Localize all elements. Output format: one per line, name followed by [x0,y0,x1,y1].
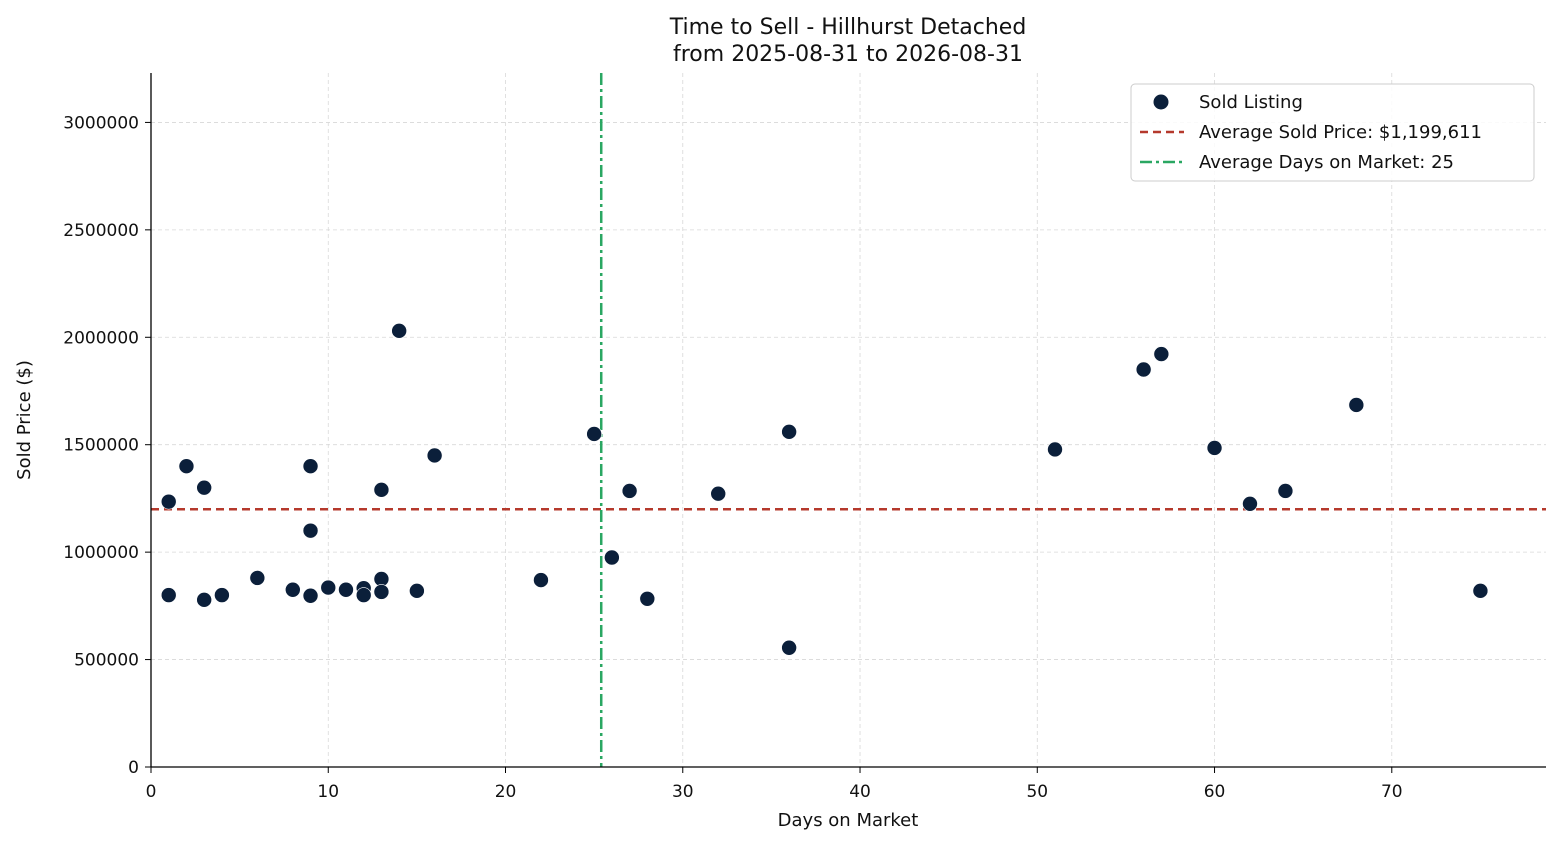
x-tick-label: 10 [317,782,339,802]
x-tick-label: 0 [146,782,157,802]
chart-title: Time to Sell - Hillhurst Detached [669,15,1027,40]
legend-label-avg-days: Average Days on Market: 25 [1199,152,1454,173]
data-point [1135,361,1152,378]
legend-box [1130,83,1535,182]
data-point [639,590,656,607]
data-point [373,482,390,498]
data-point [355,587,372,603]
x-tick-label: 60 [1204,782,1226,802]
chart-subtitle: from 2025-08-31 to 2026-08-31 [673,42,1023,67]
data-point [1242,495,1258,512]
legend: Sold Listing Average Sold Price: $1,199,… [1130,83,1535,182]
data-point [533,572,549,588]
x-tick-label: 40 [849,782,871,802]
data-point [302,522,319,539]
data-point [285,581,301,598]
data-point [196,479,212,496]
data-point [1348,397,1365,413]
x-axis-label: Days on Market [778,810,919,831]
data-point [214,587,230,603]
legend-label-sold-listing: Sold Listing [1199,92,1303,113]
y-tick-label: 1000000 [63,543,139,563]
data-point [1472,583,1489,599]
data-point [1277,483,1294,499]
data-point [1206,440,1223,456]
data-point [249,570,266,586]
data-point [710,485,727,502]
data-point [604,549,620,566]
data-point [178,458,195,474]
y-tick-label: 0 [128,758,139,778]
data-point [196,592,212,608]
x-tick-label: 30 [672,782,694,802]
x-tick-label: 50 [1026,782,1048,802]
points-layer [160,323,1489,656]
data-point [160,493,177,510]
data-point [781,639,797,656]
data-point [302,587,319,604]
y-tick-label: 2000000 [63,328,139,348]
data-point [302,458,319,474]
y-tick-label: 2500000 [63,221,139,241]
x-tick-label: 20 [495,782,517,802]
y-tick-label: 1500000 [63,436,139,456]
data-point [320,579,337,596]
y-tick-label: 3000000 [63,113,139,133]
y-tick-label: 500000 [74,651,139,671]
data-point [373,584,390,600]
x-tick-label: 70 [1381,782,1403,802]
y-axis-label: Sold Price ($) [14,360,35,480]
data-point [621,483,638,499]
legend-label-avg-price: Average Sold Price: $1,199,611 [1199,122,1482,143]
data-point [1047,441,1063,458]
data-point [426,447,443,464]
legend-marker-sold-listing [1153,94,1169,110]
data-point [1153,346,1170,362]
data-point [781,424,797,440]
data-point [391,323,407,339]
data-point [338,581,354,598]
data-point [586,426,602,442]
reference-lines-layer [151,73,1546,767]
axes-layer: 0 10 20 30 40 50 60 70 0 500000 1000000 1500000 2000… [63,73,1546,802]
data-point [160,587,177,603]
data-point [409,583,425,599]
